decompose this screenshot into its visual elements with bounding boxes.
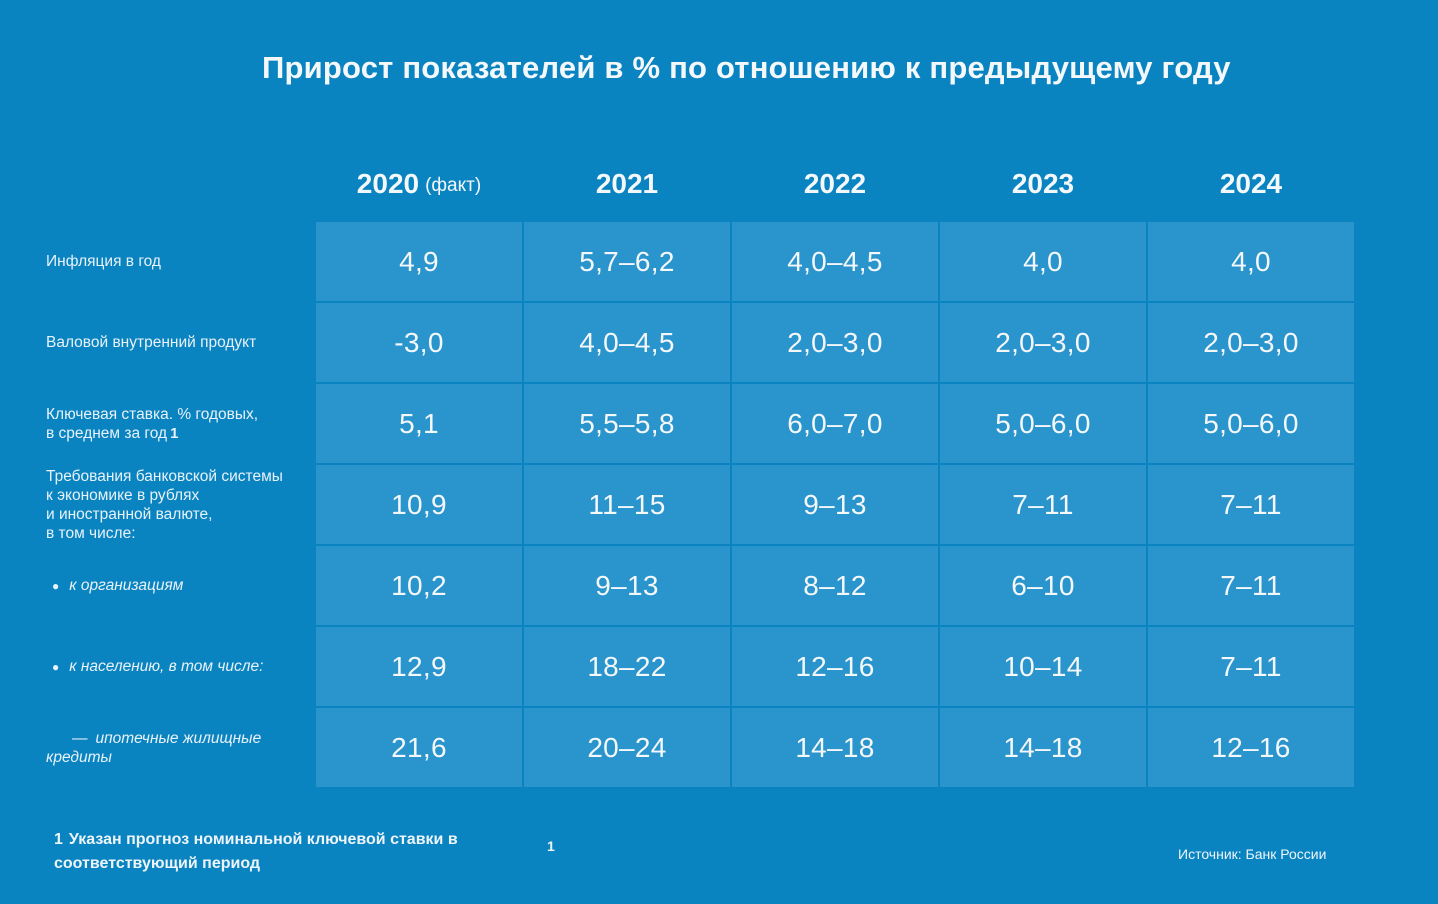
year-header-2022: 2022 <box>732 165 938 203</box>
table-cell: 2,0–3,0 <box>732 303 938 382</box>
footnote-number: 1 <box>54 831 63 848</box>
table-cell: 6,0–7,0 <box>732 384 938 463</box>
year-header-2023: 2023 <box>940 165 1146 203</box>
table-cell: 11–15 <box>524 465 730 544</box>
table-cell: 12–16 <box>732 627 938 706</box>
table-cell: 5,0–6,0 <box>940 384 1146 463</box>
table-cell: 14–18 <box>940 708 1146 787</box>
table-cell: 9–13 <box>524 546 730 625</box>
source-text: Источник: Банк России <box>1178 846 1327 862</box>
year-header-2021: 2021 <box>524 165 730 203</box>
table-cell: 4,0 <box>940 222 1146 301</box>
year-label: 2020 <box>356 168 420 199</box>
table-cell: 4,0 <box>1148 222 1354 301</box>
table-cell: -3,0 <box>316 303 522 382</box>
bullet-icon: ● <box>52 659 60 674</box>
table-cell: 9–13 <box>732 465 938 544</box>
table-cell: 4,0–4,5 <box>732 222 938 301</box>
table-cell: 7–11 <box>1148 465 1354 544</box>
table-cell: 7–11 <box>1148 627 1354 706</box>
year-note: (факт) <box>425 175 482 196</box>
year-label: 2021 <box>595 168 659 199</box>
row-label: Требования банковской системы к экономике… <box>46 467 283 542</box>
bullet-icon: ● <box>52 578 60 593</box>
table-cell: 4,0–4,5 <box>524 303 730 382</box>
year-label: 2022 <box>803 168 867 199</box>
table-cell: 10,2 <box>316 546 522 625</box>
footnote-mark: 1 <box>547 838 555 854</box>
table-cell: 6–10 <box>940 546 1146 625</box>
table-cell: 7–11 <box>1148 546 1354 625</box>
table-cell: 10–14 <box>940 627 1146 706</box>
table-cell: 12–16 <box>1148 708 1354 787</box>
row-label: Валовой внутренний продукт <box>46 334 257 351</box>
table-cell: 4,9 <box>316 222 522 301</box>
table-cell: 7–11 <box>940 465 1146 544</box>
row-label: ● к населению, в том числе: <box>52 657 264 675</box>
year-header-2024: 2024 <box>1148 165 1354 203</box>
footnote-mark: 1 <box>170 424 179 442</box>
year-label: 2023 <box>1011 168 1075 199</box>
row-label: Ключевая ставка. % годовых, в среднем за … <box>46 405 259 442</box>
table-cell: 5,7–6,2 <box>524 222 730 301</box>
chart-title: Прирост показателей в % по отношению к п… <box>262 50 1231 85</box>
table-cell: 18–22 <box>524 627 730 706</box>
table-cell: 10,9 <box>316 465 522 544</box>
year-label: 2024 <box>1219 168 1283 199</box>
row-label: Инфляция в год <box>46 253 161 270</box>
table-cell: 5,0–6,0 <box>1148 384 1354 463</box>
dash-icon: — <box>72 729 88 747</box>
table-cell: 5,5–5,8 <box>524 384 730 463</box>
data-grid: 4,9 5,7–6,2 4,0–4,5 4,0 4,0 -3,0 4,0–4,5 2,0–3,… <box>316 222 1356 788</box>
table-cell: 2,0–3,0 <box>940 303 1146 382</box>
footnote-text: Указан прогноз номинальной ключевой став… <box>54 831 458 872</box>
table-cell: 8–12 <box>732 546 938 625</box>
year-header-2020: 2020 (факт) <box>316 165 522 203</box>
table-cell: 14–18 <box>732 708 938 787</box>
table-cell: 20–24 <box>524 708 730 787</box>
table-cell: 5,1 <box>316 384 522 463</box>
table-cell: 21,6 <box>316 708 522 787</box>
row-label: ● к организациям <box>52 576 184 594</box>
footnote: 1 Указан прогноз номинальной ключевой ста… <box>54 828 494 876</box>
table-cell: 12,9 <box>316 627 522 706</box>
row-label: — ипотечные жилищные кредиты <box>46 729 262 766</box>
table-cell: 2,0–3,0 <box>1148 303 1354 382</box>
